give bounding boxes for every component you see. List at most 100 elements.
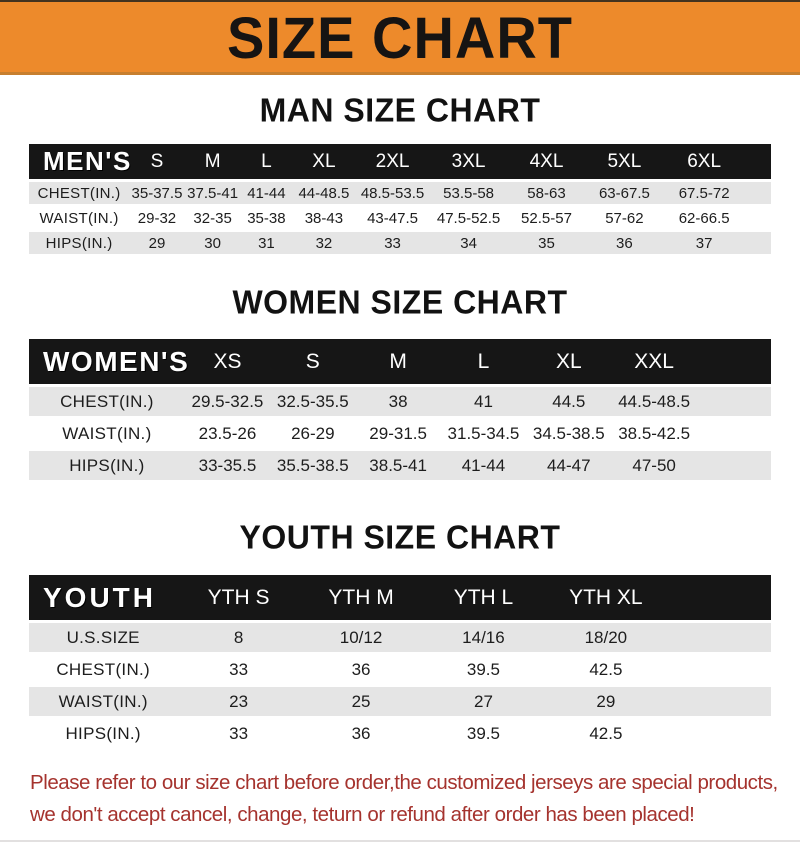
size-value: 35.5-38.5 — [270, 451, 356, 480]
column-header: S — [270, 339, 356, 384]
size-value: 42.5 — [544, 719, 668, 748]
row-filler — [744, 207, 771, 229]
size-value: 37 — [663, 232, 745, 254]
table-row: HIPS(IN.) 33 36 39.5 42.5 — [29, 719, 771, 748]
size-value: 26-29 — [270, 419, 356, 448]
section-title: MAN SIZE CHART — [259, 91, 541, 129]
size-value: 36 — [299, 719, 423, 748]
size-value: 44.5-48.5 — [611, 387, 697, 416]
header-filler — [744, 144, 771, 179]
size-value: 44-47 — [526, 451, 612, 480]
size-value: 32 — [292, 232, 356, 254]
size-chart-banner: SIZE CHART — [0, 0, 800, 75]
table-header-row: MEN'S S M L XL 2XL 3XL 4XL 5XL 6XL — [29, 144, 771, 179]
table-row: WAIST(IN.) 23.5-26 26-29 29-31.5 31.5-34.5 34… — [29, 419, 771, 448]
size-value: 67.5-72 — [663, 182, 745, 204]
size-value: 23 — [177, 687, 300, 716]
row-label: CHEST(IN.) — [29, 655, 178, 684]
column-header: L — [240, 144, 293, 179]
size-value: 58-63 — [507, 182, 586, 204]
column-header: 2XL — [355, 144, 430, 179]
size-value: 36 — [299, 655, 423, 684]
size-value: 29-32 — [129, 207, 185, 229]
column-header: XXL — [611, 339, 697, 384]
row-filler — [696, 387, 771, 416]
size-value: 33-35.5 — [184, 451, 271, 480]
size-value: 32-35 — [184, 207, 241, 229]
size-value: 10/12 — [299, 623, 423, 652]
size-value: 14/16 — [422, 623, 545, 652]
size-value: 29-31.5 — [355, 419, 441, 448]
row-label: CHEST(IN.) — [29, 182, 130, 204]
size-value: 33 — [177, 719, 300, 748]
table-row: U.S.SIZE 8 10/12 14/16 18/20 — [29, 623, 771, 652]
size-section: YOUTH SIZE CHART YOUTH YTH S YTH M YTH L YTH… — [0, 518, 800, 751]
size-value: 41 — [440, 387, 527, 416]
row-filler — [744, 232, 771, 254]
size-value: 29 — [129, 232, 185, 254]
size-value: 29.5-32.5 — [184, 387, 271, 416]
banner-title: SIZE CHART — [227, 4, 573, 70]
table-corner-label: YOUTH — [29, 575, 178, 620]
size-value: 27 — [422, 687, 545, 716]
table-corner-label: WOMEN'S — [29, 339, 188, 384]
table-row: HIPS(IN.) 33-35.5 35.5-38.5 38.5-41 41-44 44-… — [29, 451, 771, 480]
table-header-row: YOUTH YTH S YTH M YTH L YTH XL — [29, 575, 771, 620]
row-label: U.S.SIZE — [29, 623, 178, 652]
table-row: WAIST(IN.) 29-32 32-35 35-38 38-43 43-47.5 47.… — [29, 207, 771, 229]
size-table: MEN'S S M L XL 2XL 3XL 4XL 5XL 6XL CHEST(IN.) 35-3… — [29, 141, 771, 257]
size-value: 38.5-41 — [355, 451, 441, 480]
size-chart-sections: MAN SIZE CHART MEN'S S M L XL 2XL 3XL 4XL 5XL 6XL… — [0, 91, 800, 751]
size-value: 25 — [299, 687, 423, 716]
size-value: 43-47.5 — [355, 207, 430, 229]
size-value: 34.5-38.5 — [526, 419, 612, 448]
order-notice: Please refer to our size chart before or… — [30, 767, 778, 831]
header-filler — [667, 575, 771, 620]
column-header: 4XL — [507, 144, 586, 179]
row-label: WAIST(IN.) — [29, 687, 178, 716]
column-header: M — [355, 339, 441, 384]
size-value: 18/20 — [544, 623, 668, 652]
row-label: HIPS(IN.) — [29, 232, 130, 254]
size-value: 33 — [355, 232, 430, 254]
size-table: WOMEN'S XS S M L XL XXL CHEST(IN.) 29.5-32.5 32.… — [29, 336, 771, 483]
size-value: 31.5-34.5 — [440, 419, 527, 448]
size-value: 52.5-57 — [507, 207, 586, 229]
row-filler — [667, 687, 771, 716]
size-section: WOMEN SIZE CHART WOMEN'S XS S M L XL XXL CHEST… — [0, 283, 800, 483]
size-value: 63-67.5 — [585, 182, 664, 204]
column-header: YTH L — [422, 575, 545, 620]
row-filler — [667, 655, 771, 684]
size-value: 38 — [355, 387, 441, 416]
size-value: 35 — [507, 232, 586, 254]
size-value: 44.5 — [526, 387, 612, 416]
size-value: 33 — [177, 655, 300, 684]
size-value: 44-48.5 — [292, 182, 356, 204]
size-value: 48.5-53.5 — [355, 182, 430, 204]
table-header-row: WOMEN'S XS S M L XL XXL — [29, 339, 771, 384]
section-title: YOUTH SIZE CHART — [239, 518, 561, 556]
size-value: 37.5-41 — [184, 182, 241, 204]
size-section: MAN SIZE CHART MEN'S S M L XL 2XL 3XL 4XL 5XL 6XL… — [0, 91, 800, 257]
size-value: 23.5-26 — [184, 419, 271, 448]
column-header: 5XL — [585, 144, 664, 179]
size-value: 38.5-42.5 — [611, 419, 697, 448]
row-label: WAIST(IN.) — [29, 207, 130, 229]
size-value: 39.5 — [422, 655, 545, 684]
column-header: XS — [184, 339, 271, 384]
row-label: HIPS(IN.) — [29, 719, 178, 748]
column-header: YTH M — [299, 575, 423, 620]
row-filler — [667, 719, 771, 748]
size-value: 42.5 — [544, 655, 668, 684]
table-row: CHEST(IN.) 35-37.5 37.5-41 41-44 44-48.5 48.5… — [29, 182, 771, 204]
size-value: 8 — [177, 623, 300, 652]
notice-line-1: Please refer to our size chart before or… — [30, 771, 778, 794]
size-value: 34 — [429, 232, 508, 254]
column-header: YTH S — [177, 575, 300, 620]
section-title: WOMEN SIZE CHART — [232, 283, 568, 321]
column-header: XL — [292, 144, 356, 179]
bottom-divider — [0, 839, 800, 846]
table-row: WAIST(IN.) 23 25 27 29 — [29, 687, 771, 716]
size-value: 30 — [184, 232, 241, 254]
row-label: CHEST(IN.) — [29, 387, 185, 416]
